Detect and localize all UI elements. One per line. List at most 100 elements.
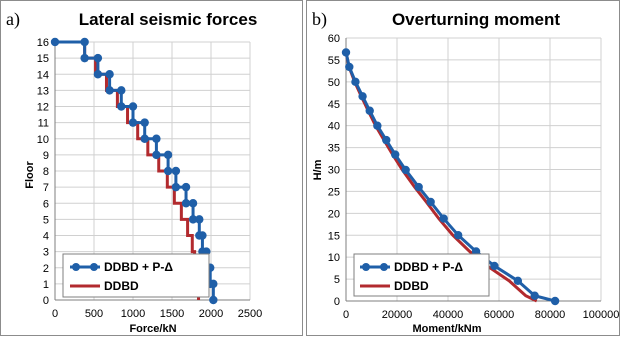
panel-a-x-tick-label: 1500 xyxy=(160,308,184,320)
panel-a-data-point-ddbd-pd xyxy=(181,182,191,192)
panel-a-y-tick-label: 4 xyxy=(43,231,49,243)
panel-a-data-point-ddbd-pd xyxy=(93,70,103,79)
panel-b-data-point-ddbd-pd xyxy=(530,291,539,300)
panel-a-data-point-ddbd-pd xyxy=(128,102,138,111)
panel-b-y-tick-label: 50 xyxy=(328,77,340,89)
panel-b-data-point-ddbd-pd xyxy=(365,106,374,115)
panel-b-y-axis-title: H/m xyxy=(312,159,324,180)
panel-b-data-point-ddbd-pd xyxy=(391,150,400,159)
panel-a-y-tick-label: 15 xyxy=(37,53,49,65)
panel-b-y-tick-label: 45 xyxy=(328,99,340,111)
panel-b-x-tick-label: 80000 xyxy=(535,309,566,321)
panel-b-data-point-ddbd-pd xyxy=(401,165,410,175)
panel-a-y-tick-label: 6 xyxy=(43,198,49,210)
panel-b-frame xyxy=(306,0,620,336)
panel-b-data-point-ddbd-pd xyxy=(341,48,351,57)
panel-a-legend-marker-ddbd-pd xyxy=(72,263,80,271)
panel-b-data-point-ddbd-pd xyxy=(439,214,448,223)
panel-a-data-point-ddbd-pd xyxy=(152,150,161,160)
chart-panel-lateral-forces: a) Lateral seismic forces 0 500 1000 1500 20… xyxy=(0,0,306,338)
panel-b-ticks: 0 20000 40000 60000 80000 100000 0 5 10 15 20 25 30 3… xyxy=(328,33,620,321)
panel-a-data-point-ddbd-pd xyxy=(198,231,207,240)
panel-a-data-point-ddbd-pd xyxy=(117,86,126,95)
panel-a-data-point-ddbd-pd xyxy=(140,134,149,143)
panel-b-legend-marker-ddbd-pd xyxy=(362,263,370,271)
panel-b-data-point-ddbd-pd xyxy=(426,197,435,207)
panel-a-y-tick-label: 12 xyxy=(37,102,49,114)
panel-a-data-point-ddbd-pd xyxy=(140,118,149,127)
panel-b-y-tick-label: 35 xyxy=(328,143,340,155)
panel-a-data-point-ddbd-pd xyxy=(93,53,103,63)
panel-a-y-tick-label: 8 xyxy=(43,166,49,178)
panel-b-x-tick-label: 60000 xyxy=(484,309,515,321)
panel-a-data-point-ddbd-pd xyxy=(105,70,114,79)
panel-a-legend-label-ddbd: DDBD xyxy=(104,279,139,293)
panel-a-frame xyxy=(0,0,303,336)
panel-a-x-tick-label: 500 xyxy=(85,308,103,320)
panel-b-data-point-ddbd-pd xyxy=(358,92,367,101)
panel-b-legend-label-ddbd: DDBD xyxy=(394,279,429,293)
panel-a-y-tick-label: 3 xyxy=(43,247,49,259)
panel-a-y-tick-label: 2 xyxy=(43,263,49,275)
panel-a-data-point-ddbd-pd xyxy=(181,199,191,208)
panel-b-legend-label-ddbd-pd: DDBD + P-Δ xyxy=(394,260,463,274)
panel-a-data-point-ddbd-pd xyxy=(128,118,138,127)
panel-b-y-tick-label: 60 xyxy=(328,33,340,45)
panel-a-y-tick-label: 11 xyxy=(38,118,49,130)
panel-a-series-line-ddbd xyxy=(55,40,201,300)
panel-b-data-point-ddbd-pd xyxy=(550,296,560,306)
panel-a-label: a) xyxy=(6,9,20,30)
panel-a-y-tick-label: 1 xyxy=(43,279,49,291)
panel-a-data-point-ddbd-pd xyxy=(163,150,173,160)
panel-b-y-tick-label: 20 xyxy=(328,208,340,220)
panel-b-data-point-ddbd-pd xyxy=(382,135,391,145)
panel-a-y-tick-label: 10 xyxy=(37,134,49,146)
panel-a-y-axis-title: Floor xyxy=(24,161,36,189)
panel-b-y-tick-label: 0 xyxy=(334,296,340,308)
panel-b-y-tick-label: 40 xyxy=(328,121,340,133)
panel-a-x-axis-title: Force/kN xyxy=(129,323,176,335)
overturning-moment-chart: b) Overturning moment 0 20000 40000 60000 80… xyxy=(306,0,620,336)
panel-a-legend: DDBD + P-Δ DDBD xyxy=(62,253,210,298)
panel-a-data-point-ddbd-pd xyxy=(171,166,181,176)
panel-a-y-tick-label: 7 xyxy=(43,182,49,194)
panel-a-ticks: 0 500 1000 1500 2000 250001234567891011121314… xyxy=(37,37,262,320)
panel-a-data-point-ddbd-pd xyxy=(171,182,181,192)
panel-b-y-tick-label: 30 xyxy=(328,165,340,177)
panel-b-y-tick-label: 25 xyxy=(328,186,340,198)
panel-a-legend-label-ddbd-pd: DDBD + P-Δ xyxy=(104,260,173,274)
panel-a-data-point-ddbd-pd xyxy=(188,199,198,208)
panel-a-legend-box xyxy=(62,253,210,298)
panel-a-data-point-ddbd-pd xyxy=(80,37,89,47)
panel-a-y-tick-label: 14 xyxy=(37,69,49,81)
panel-a-data-point-ddbd-pd xyxy=(80,53,89,63)
panel-b-y-tick-label: 10 xyxy=(328,252,340,264)
panel-a-data-point-ddbd-pd xyxy=(195,215,204,224)
panel-a-y-tick-label: 9 xyxy=(43,150,49,162)
panel-a-y-tick-label: 0 xyxy=(43,295,49,307)
panel-a-legend-marker-ddbd-pd-2 xyxy=(90,263,98,271)
panel-b-x-axis-title: Moment/kNm xyxy=(412,323,481,335)
panel-b-legend-box xyxy=(353,253,490,297)
panel-b-data-point-ddbd-pd xyxy=(490,261,499,271)
panel-b-series xyxy=(341,48,560,306)
panel-b-data-point-ddbd-pd xyxy=(454,231,463,240)
panel-a-data-point-ddbd-pd xyxy=(117,102,126,111)
panel-a-x-tick-label: 2000 xyxy=(199,308,223,320)
panel-b-label: b) xyxy=(312,9,327,30)
panel-b-y-tick-label: 15 xyxy=(328,230,340,242)
lateral-forces-chart: a) Lateral seismic forces 0 500 1000 1500 20… xyxy=(0,0,303,336)
panel-b-title: Overturning moment xyxy=(392,10,560,29)
panel-a-x-tick-label: 2500 xyxy=(238,308,262,320)
panel-a-y-tick-label: 13 xyxy=(37,85,49,97)
panel-b-legend-marker-ddbd-pd-2 xyxy=(380,263,388,271)
panel-b-x-tick-label: 20000 xyxy=(382,309,413,321)
chart-panel-overturning-moment: b) Overturning moment 0 20000 40000 60000 80… xyxy=(306,0,622,338)
panel-b-y-tick-label: 55 xyxy=(328,55,340,67)
panel-a-x-tick-label: 1000 xyxy=(121,308,145,320)
panel-b-x-tick-label: 100000 xyxy=(583,309,620,321)
panel-b-x-tick-label: 40000 xyxy=(433,309,464,321)
panel-a-y-tick-label: 16 xyxy=(37,37,49,49)
panel-b-y-tick-label: 5 xyxy=(334,274,340,286)
panel-b-data-point-ddbd-pd xyxy=(414,182,423,192)
